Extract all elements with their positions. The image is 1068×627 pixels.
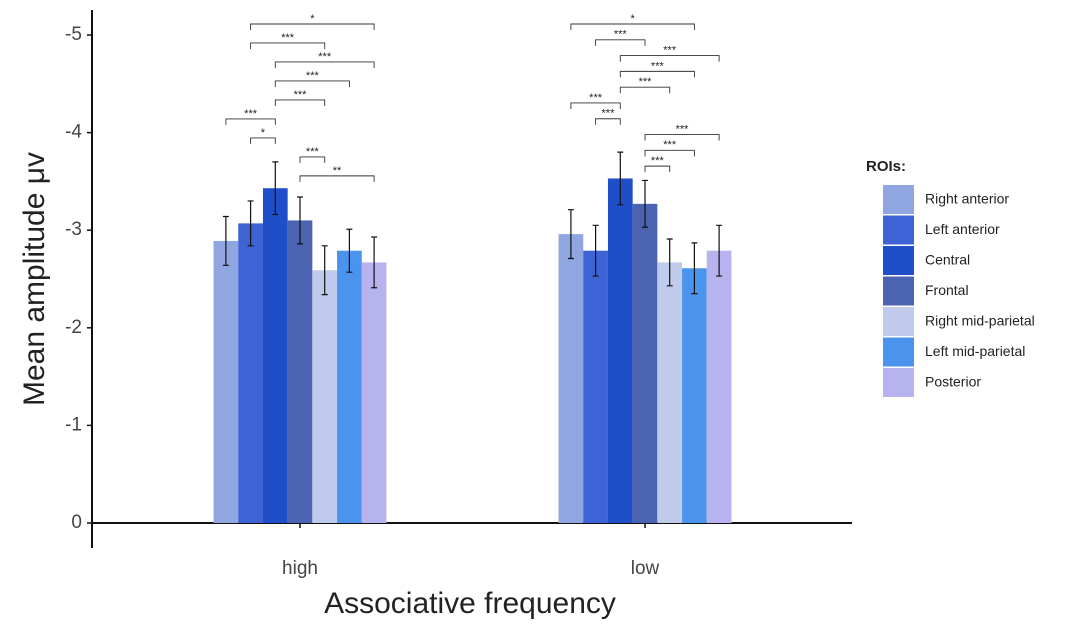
bar [238, 223, 263, 524]
error-bar [592, 224, 599, 277]
error-bar [272, 161, 279, 216]
y-tick-label: -4 [65, 122, 82, 143]
significance-label: *** [281, 32, 295, 44]
x-tick-label: high [282, 558, 318, 579]
error-bar [716, 224, 723, 277]
significance-label: *** [306, 146, 320, 158]
bar [262, 188, 288, 523]
significance-label: *** [614, 29, 628, 41]
significance-label: ** [333, 165, 342, 177]
significance-label: *** [602, 108, 616, 120]
bar [361, 262, 387, 523]
significance-label: *** [589, 92, 603, 104]
y-tick-label: -5 [65, 24, 82, 45]
significance-bracket [274, 61, 375, 68]
significance-bracket [570, 102, 621, 109]
significance-bracket [299, 156, 326, 163]
error-bar [247, 200, 254, 247]
bar [558, 234, 584, 523]
error-bar [321, 245, 328, 296]
legend-label: Right anterior [925, 191, 1009, 207]
significance-bracket [595, 118, 621, 125]
significance-label: *** [651, 60, 665, 72]
significance-bracket [570, 23, 695, 30]
significance-label: *** [318, 51, 332, 63]
significance-label: *** [663, 139, 677, 151]
significance-label: *** [244, 108, 258, 120]
bar [213, 240, 239, 523]
legend-swatch [883, 185, 914, 214]
significance-bracket [274, 99, 326, 106]
y-tick-label: -2 [65, 317, 82, 338]
y-tick-label: -1 [65, 414, 82, 435]
bar [312, 270, 338, 523]
bar [287, 220, 313, 523]
significance-label: * [261, 127, 266, 139]
significance-label: * [631, 13, 636, 25]
bar [657, 262, 683, 523]
legend-swatch [883, 337, 914, 367]
significance-bracket [595, 39, 646, 46]
legend-label: Right mid-parietal [925, 313, 1035, 329]
significance-bracket [644, 165, 671, 173]
significance-label: *** [639, 76, 653, 88]
bar [583, 250, 608, 524]
significance-label: * [310, 13, 315, 25]
error-bar [691, 242, 698, 295]
legend-label: Posterior [925, 374, 981, 390]
error-bar [297, 196, 303, 245]
y-tick-label: -3 [65, 219, 82, 240]
significance-label: *** [676, 123, 690, 135]
significance-bracket [619, 86, 671, 94]
bar [682, 268, 707, 523]
legend-label: Central [925, 252, 970, 268]
x-axis-title: Associative frequency [324, 587, 616, 620]
bar [632, 203, 658, 523]
x-tick-label: low [631, 558, 660, 579]
error-bar [567, 209, 574, 260]
legend-title: ROIs: [866, 158, 906, 175]
error-bar [222, 215, 229, 266]
legend-swatch [883, 368, 914, 397]
bar [607, 178, 633, 524]
legend-label: Left anterior [925, 221, 1000, 237]
legend-swatch [883, 307, 914, 336]
significance-bracket [619, 55, 720, 62]
y-axis-title: Mean amplitude μv [18, 152, 51, 406]
significance-bracket [250, 42, 326, 49]
significance-bracket [250, 137, 276, 144]
legend-label: Frontal [925, 282, 969, 298]
y-tick-label: 0 [71, 512, 82, 533]
significance-bracket [619, 70, 695, 78]
significance-label: *** [663, 44, 677, 56]
legend-label: Left mid-parietal [925, 343, 1025, 359]
legend-swatch [883, 215, 914, 245]
significance-bracket [250, 23, 375, 30]
error-bar [617, 151, 624, 206]
significance-label: *** [306, 70, 320, 82]
error-bar [346, 228, 353, 273]
significance-label: *** [294, 89, 308, 101]
bar [706, 250, 732, 524]
bar [337, 250, 362, 524]
error-bar [642, 179, 648, 228]
significance-label: *** [651, 155, 665, 167]
error-bar [371, 236, 378, 289]
legend-swatch [883, 276, 914, 306]
significance-bracket [225, 118, 276, 125]
error-bar [666, 238, 673, 287]
legend-swatch [883, 246, 914, 275]
significance-bracket [644, 134, 720, 141]
significance-bracket [644, 149, 695, 157]
significance-bracket [274, 80, 350, 87]
significance-bracket [299, 175, 375, 182]
